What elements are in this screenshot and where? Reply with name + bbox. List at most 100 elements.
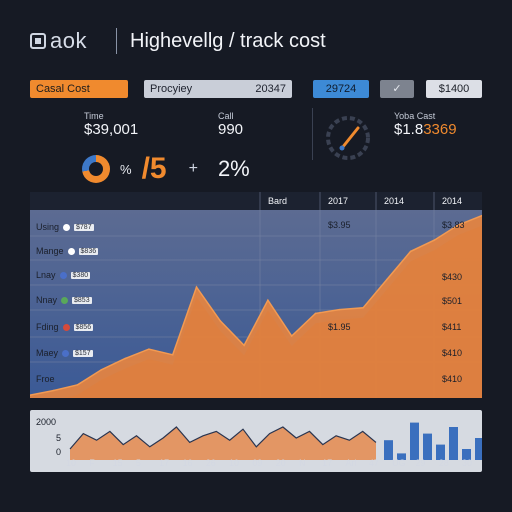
- mini-line: [69, 426, 377, 450]
- time-stat: Time $39,001: [84, 111, 138, 138]
- mini-x-tick-label: 29: [415, 458, 426, 468]
- mid-value: $3.95: [328, 220, 351, 230]
- area-point: [243, 344, 245, 347]
- mini-x-tick-label: Arl: [345, 458, 357, 468]
- row-chip: $836: [78, 247, 99, 255]
- col-header-1: Bard: [268, 196, 288, 206]
- mini-y-label: 0: [56, 447, 62, 457]
- row-label: Nnay $853: [36, 295, 92, 305]
- mini-x-tick-label: 10: [66, 458, 77, 468]
- mini-x-tick-label: 15: [112, 458, 123, 468]
- mini-x-tick-label: N: [298, 458, 306, 468]
- row-chip: $787: [74, 223, 94, 231]
- call-stat: Call 990: [218, 111, 243, 138]
- percent-big-value: /5: [141, 152, 167, 185]
- row-dot-icon: [59, 271, 67, 279]
- header-divider: [116, 28, 117, 54]
- row-label: Mange $836: [36, 246, 99, 256]
- yoba-stat-value: $1.83369: [394, 121, 457, 138]
- area-point: [219, 320, 222, 322]
- area-point: [52, 389, 55, 392]
- row-label: Using $787: [36, 222, 94, 232]
- mini-y-label: 2000: [36, 417, 57, 427]
- area-point: [386, 278, 388, 281]
- check-toggle[interactable]: ✓: [380, 80, 414, 98]
- chart-header-band: [30, 192, 482, 210]
- percent-stat: % /5 + 2%: [82, 152, 250, 186]
- area-point: [457, 224, 460, 226]
- right-value: $410: [442, 374, 463, 384]
- provider-filter[interactable]: Procyiey 20347: [144, 80, 292, 98]
- mini-bar: [397, 453, 406, 460]
- right-value: $501: [442, 296, 463, 306]
- mini-bar: [475, 438, 482, 460]
- area-point: [290, 335, 293, 337]
- mini-x-tick-label: 17: [322, 458, 333, 468]
- right-value: $410: [442, 348, 463, 358]
- mini-area: [70, 427, 376, 460]
- area-point: [409, 250, 412, 253]
- area-point: [30, 394, 31, 396]
- area-point: [124, 357, 126, 360]
- yoba-value-white: $1.8: [394, 121, 424, 138]
- mini-x-tick-label: 47: [368, 458, 379, 468]
- row-label: Maey $157: [36, 348, 93, 358]
- col-header-2: 2017: [328, 196, 349, 206]
- yoba-stat-label: Yoba Cast: [394, 111, 436, 121]
- area-point: [481, 214, 482, 217]
- mini-bar: [436, 444, 445, 460]
- right-value: $430: [442, 272, 463, 282]
- mini-chart-svg: [69, 422, 482, 460]
- row-dot-icon: [67, 247, 75, 255]
- percent-symbol: %: [120, 161, 132, 177]
- app-logo[interactable]: aok: [30, 28, 87, 54]
- row-chip: $853: [72, 296, 92, 304]
- area-point: [195, 286, 198, 288]
- value-filter-button[interactable]: 29724: [313, 80, 369, 98]
- mini-x-tick-label: UG: [392, 458, 406, 468]
- gauge-icon: [326, 116, 370, 160]
- stat-divider: [312, 108, 313, 160]
- header: aok Highevellg / track cost: [0, 22, 512, 62]
- row-label: Froe: [36, 374, 55, 384]
- amount-filter-button[interactable]: $1400: [426, 80, 482, 98]
- main-cost-chart: Bard 2017 2014 2014 Using $787 Mange $836 …: [30, 192, 482, 398]
- mini-x-tick-label: 30: [462, 458, 473, 468]
- row-chip: $380: [70, 271, 91, 279]
- logo-icon: [30, 33, 46, 49]
- percent-change-value: 2%: [217, 156, 250, 181]
- row-chip: $856: [73, 323, 94, 331]
- mini-x-tick-label: F: [89, 458, 95, 468]
- cost-line: [30, 214, 482, 396]
- area-point: [100, 369, 103, 371]
- row-dot-icon: [62, 323, 70, 331]
- mini-y-label: 5: [56, 433, 62, 443]
- provider-filter-value: 20347: [255, 83, 286, 95]
- row-chip: $157: [73, 349, 93, 357]
- row-dot-icon: [61, 296, 69, 304]
- time-stat-value: $39,001: [84, 121, 139, 138]
- mini-bar: [423, 433, 432, 460]
- mini-bar-chart: [30, 410, 482, 472]
- yoba-value-orange: 3369: [423, 121, 457, 138]
- mini-x-tick-label: 20: [275, 458, 286, 468]
- time-stat-label: Time: [84, 111, 104, 121]
- mini-x-tick-label: 16: [182, 458, 193, 468]
- mini-x-tick-label: 26: [205, 458, 216, 468]
- row-dot-icon: [63, 223, 71, 231]
- plus-icon: +: [188, 160, 198, 177]
- right-value: $411: [442, 322, 462, 332]
- cost-filter-button[interactable]: Casal Cost: [30, 80, 128, 98]
- yoba-stat: Yoba Cast $1.83369: [394, 111, 457, 138]
- row-label: Lnay $380: [36, 270, 91, 280]
- area-point: [267, 299, 269, 302]
- provider-filter-label: Procyiey: [150, 83, 193, 95]
- mini-bar: [449, 427, 458, 460]
- mid-value: $1.95: [328, 322, 351, 332]
- col-header-3: 2014: [384, 196, 405, 206]
- col-header-4: 2014: [442, 196, 463, 206]
- mini-x-tick-label: 10: [229, 458, 240, 468]
- cost-area: [30, 215, 482, 398]
- mini-bar: [410, 422, 419, 460]
- call-stat-value: 990: [218, 121, 244, 138]
